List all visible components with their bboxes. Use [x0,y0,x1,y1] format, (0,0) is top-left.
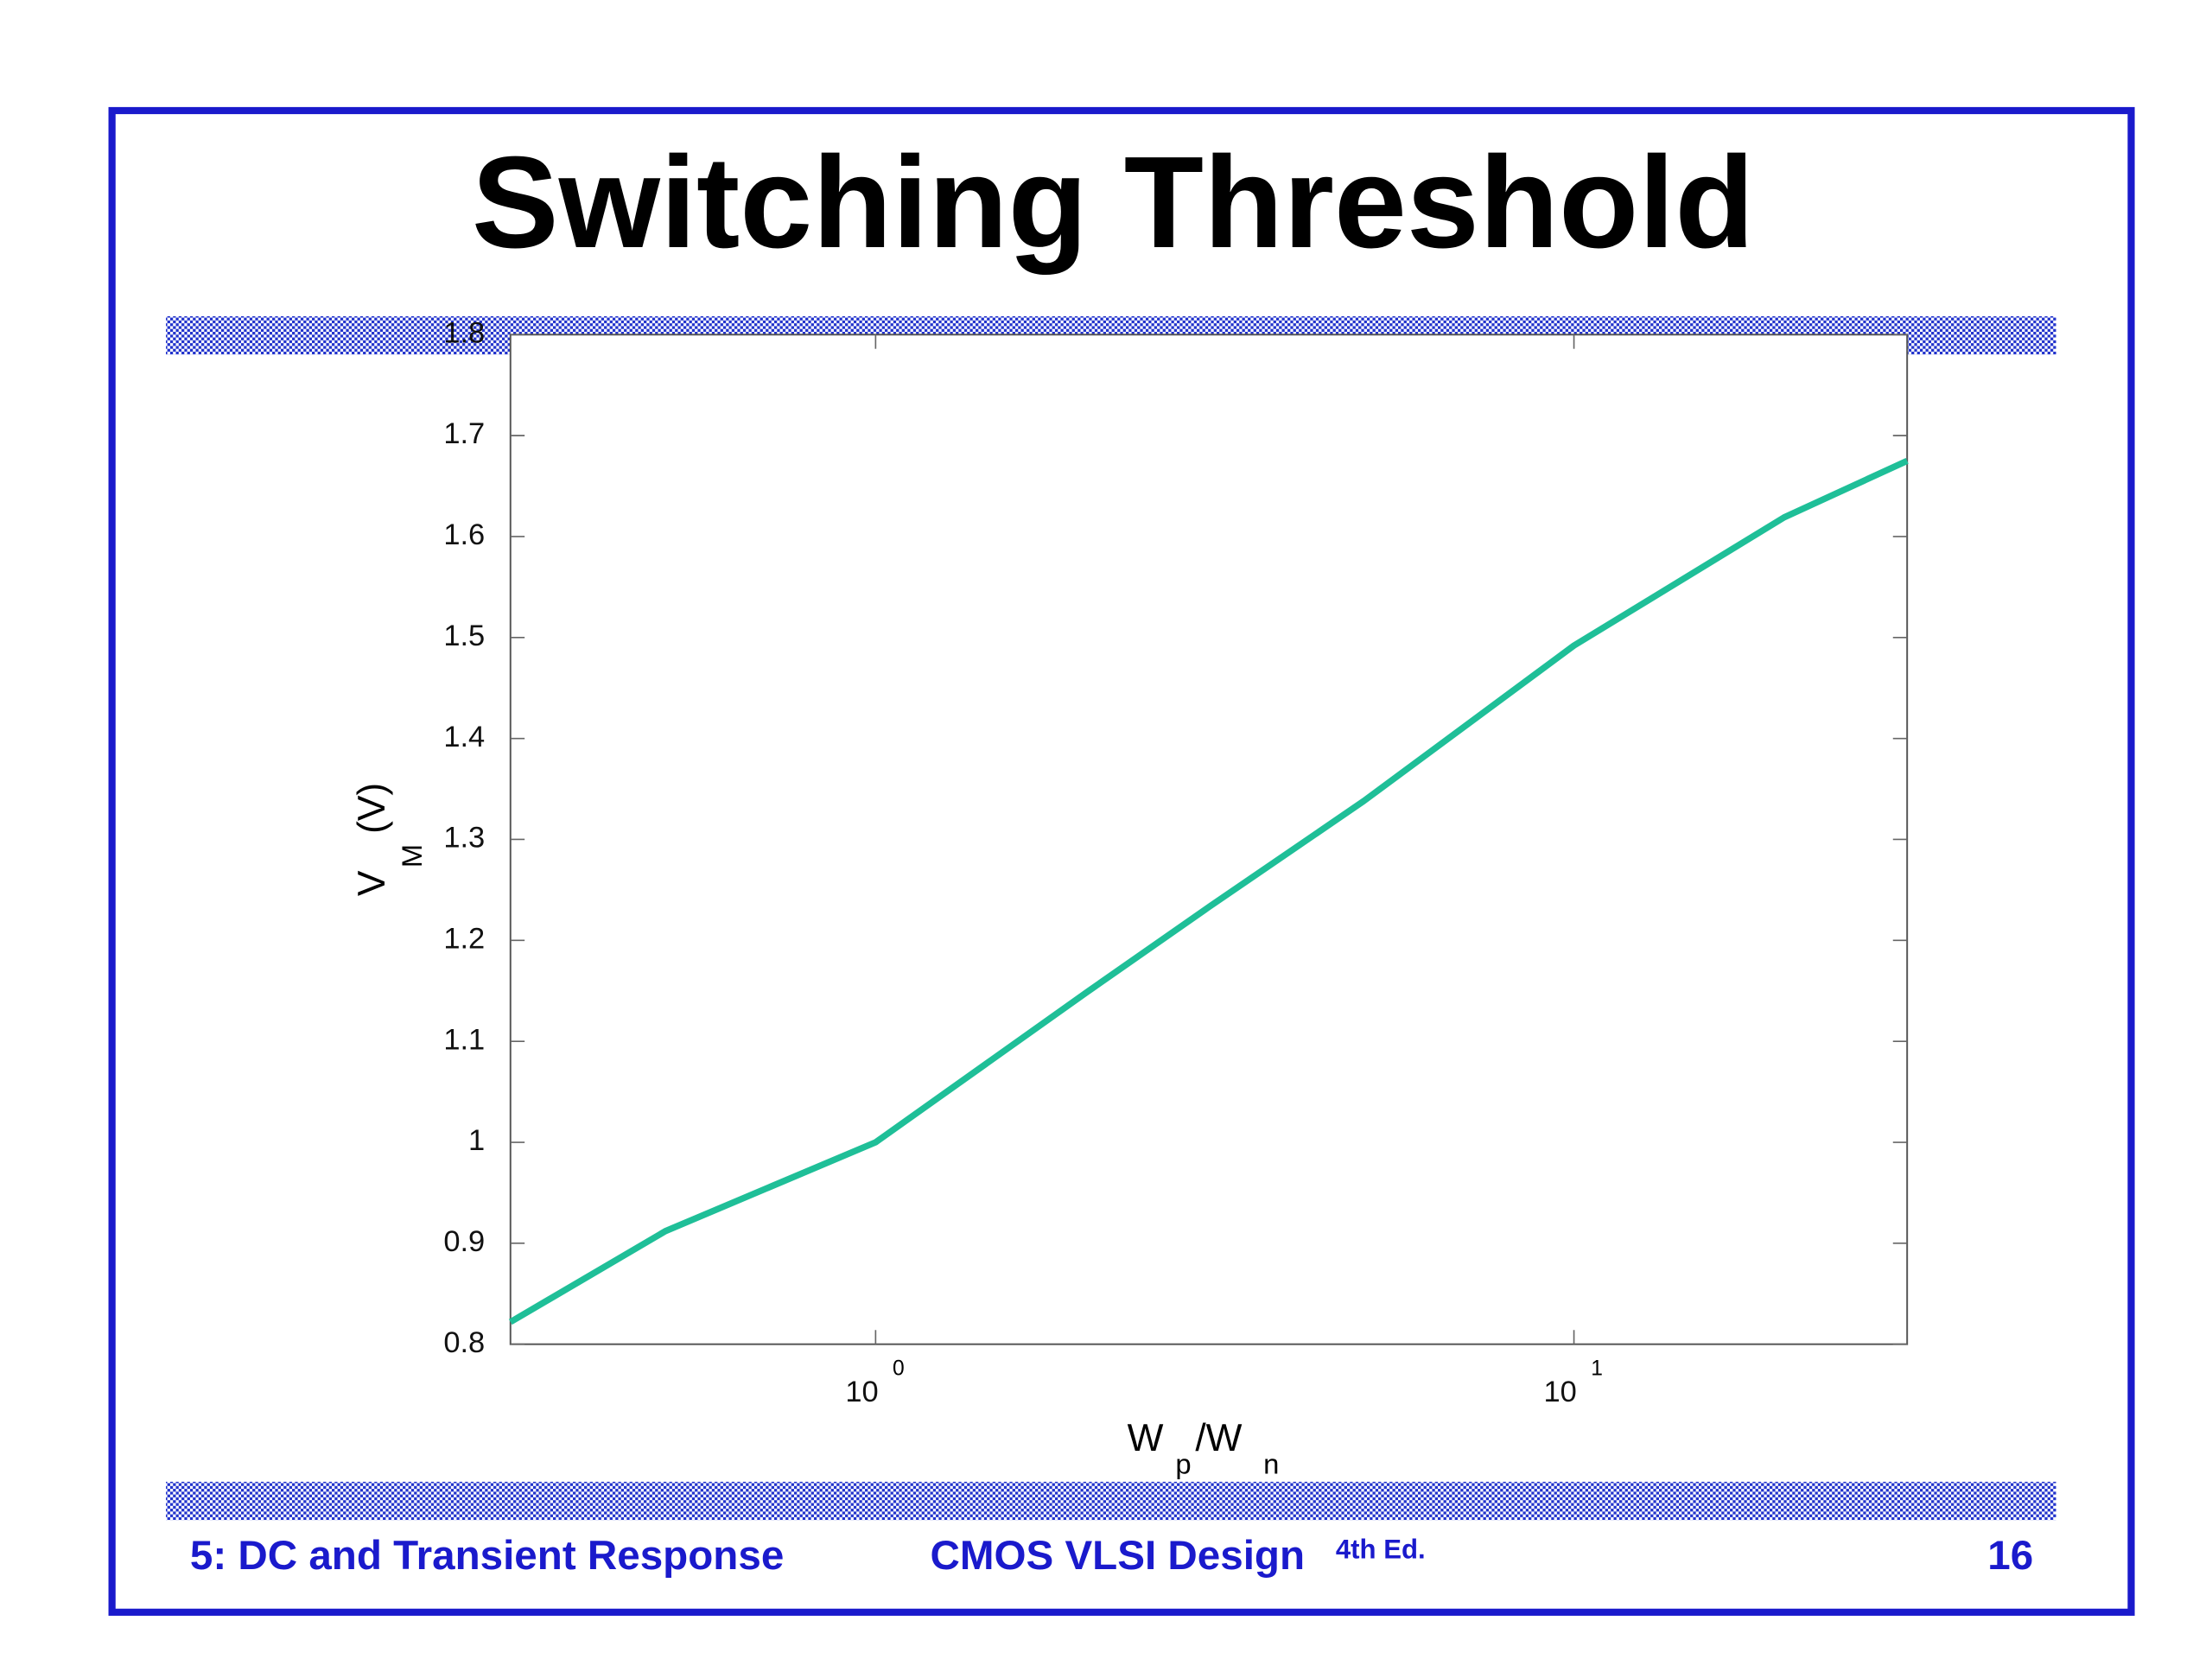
x-tick-exponent: 0 [893,1357,905,1381]
y-tick-label: 1.4 [443,721,485,753]
x-label: /W [1195,1417,1242,1459]
footer-edition: 4th Ed. [1336,1535,1426,1565]
footer-center: CMOS VLSI Design [931,1533,1306,1579]
chart: 0.8 0.9 1 1.1 1.2 1.3 1.4 1.5 1.6 1.7 1.8 10 0 10 1 Wp/… [351,316,1909,1479]
x-label: W [1128,1417,1164,1459]
y-tick-label: 1.2 [443,922,485,955]
y-label: V [351,870,393,896]
x-tick-label: 10 [1544,1376,1577,1408]
x-label-sub: p [1175,1447,1191,1479]
y-tick-label: 1 [468,1124,485,1157]
y-tick-label: 1.5 [443,620,485,652]
x-label-sub: n [1263,1447,1279,1479]
y-tick-label: 0.9 [443,1225,485,1258]
plot-area [509,334,1909,1345]
divider [166,1481,2056,1521]
y-label: (V) [351,783,393,834]
y-tick-label: 1.1 [443,1023,485,1056]
slide-border [108,106,2135,1616]
slide-title: Switching Threshold [472,129,1755,275]
footer-left: 5: DC and Transient Response [190,1533,784,1579]
y-tick-label: 1.8 [443,316,485,349]
x-tick-label: 10 [845,1376,878,1408]
y-tick-label: 1.3 [443,822,485,855]
y-tick-label: 0.8 [443,1326,485,1359]
page-number: 16 [1987,1533,2033,1579]
y-label-sub: M [396,844,428,868]
y-tick-label: 1.7 [443,417,485,450]
y-tick-label: 1.6 [443,518,485,551]
data-line [508,457,1909,1325]
x-tick-exponent: 1 [1591,1357,1603,1381]
